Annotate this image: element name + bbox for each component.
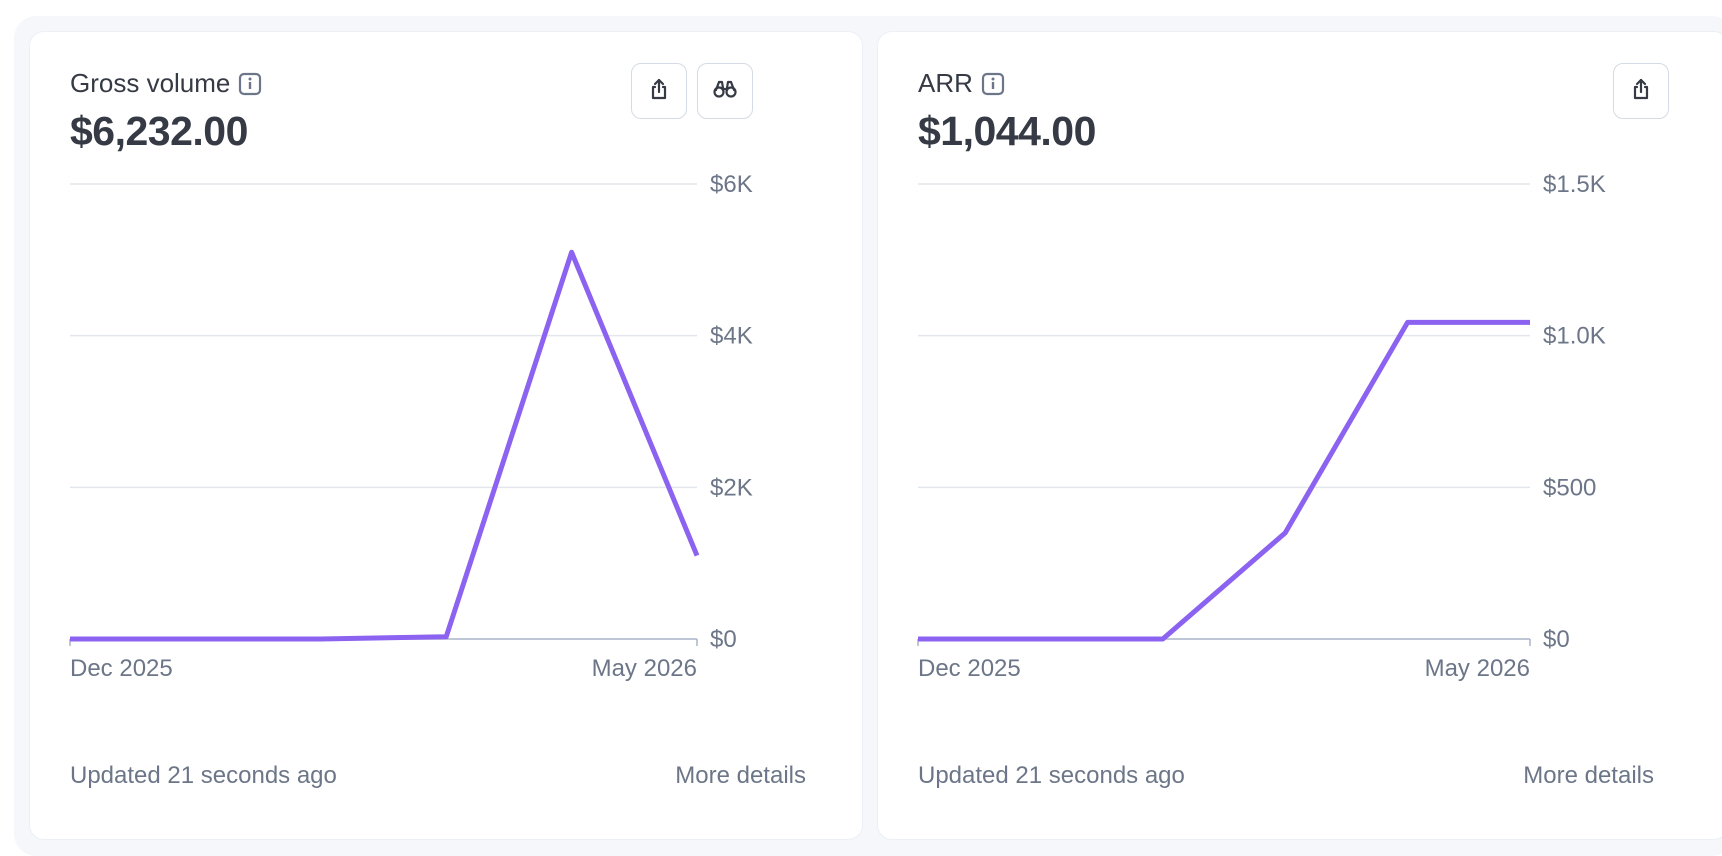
share-button[interactable] (1613, 63, 1669, 119)
data-point[interactable] (1160, 636, 1166, 642)
arr-card: ARR $1,044.00 $0 $500 $1.0K $1.5K Dec 2025 Ma… (878, 32, 1722, 839)
updated-text: Updated 21 seconds ago (918, 762, 1185, 789)
gross-volume-chart: $0 $2K $4K $6K Dec 2025 May 2026 (67, 171, 753, 682)
data-point[interactable] (1037, 636, 1043, 642)
y-tick-label: $0 (1543, 626, 1570, 653)
x-tick-label: Dec 2025 (70, 655, 173, 682)
data-point[interactable] (1405, 319, 1411, 325)
x-tick-label: May 2026 (592, 655, 697, 682)
updated-text: Updated 21 seconds ago (70, 762, 337, 789)
share-icon (647, 77, 671, 106)
card-title: Gross volume (70, 68, 231, 98)
gross-volume-card: Gross volume $6,232.00 (30, 32, 862, 839)
y-tick-label: $500 (1543, 474, 1596, 501)
card-value: $6,232.00 (70, 108, 248, 154)
y-tick-label: $6K (710, 171, 753, 198)
data-point[interactable] (1282, 530, 1288, 536)
data-point[interactable] (915, 636, 921, 642)
data-point[interactable] (1527, 319, 1533, 325)
card-value: $1,044.00 (918, 108, 1096, 154)
more-details-link[interactable]: More details (675, 762, 806, 789)
data-point[interactable] (67, 636, 73, 642)
info-icon[interactable] (981, 72, 1005, 96)
data-point[interactable] (569, 249, 575, 255)
binoculars-icon (712, 77, 738, 106)
share-icon (1629, 77, 1653, 106)
data-point[interactable] (443, 634, 449, 640)
more-details-link[interactable]: More details (1523, 762, 1654, 789)
data-point[interactable] (318, 636, 324, 642)
card-title-row: ARR (918, 68, 1005, 99)
y-tick-label: $4K (710, 323, 753, 350)
series-line (918, 319, 1530, 642)
arr-chart: $0 $500 $1.0K $1.5K Dec 2025 May 2026 (915, 171, 1606, 682)
card-title: ARR (918, 68, 973, 98)
y-tick-label: $0 (710, 626, 737, 653)
data-point[interactable] (192, 636, 198, 642)
y-tick-label: $1.0K (1543, 323, 1606, 350)
y-tick-label: $1.5K (1543, 171, 1606, 198)
data-point[interactable] (694, 553, 700, 559)
explore-button[interactable] (697, 63, 753, 119)
info-icon[interactable] (238, 72, 262, 96)
x-tick-label: Dec 2025 (918, 655, 1021, 682)
series-line (70, 249, 700, 642)
y-tick-label: $2K (710, 474, 753, 501)
x-tick-label: May 2026 (1425, 655, 1530, 682)
share-button[interactable] (631, 63, 687, 119)
card-title-row: Gross volume (70, 68, 262, 99)
